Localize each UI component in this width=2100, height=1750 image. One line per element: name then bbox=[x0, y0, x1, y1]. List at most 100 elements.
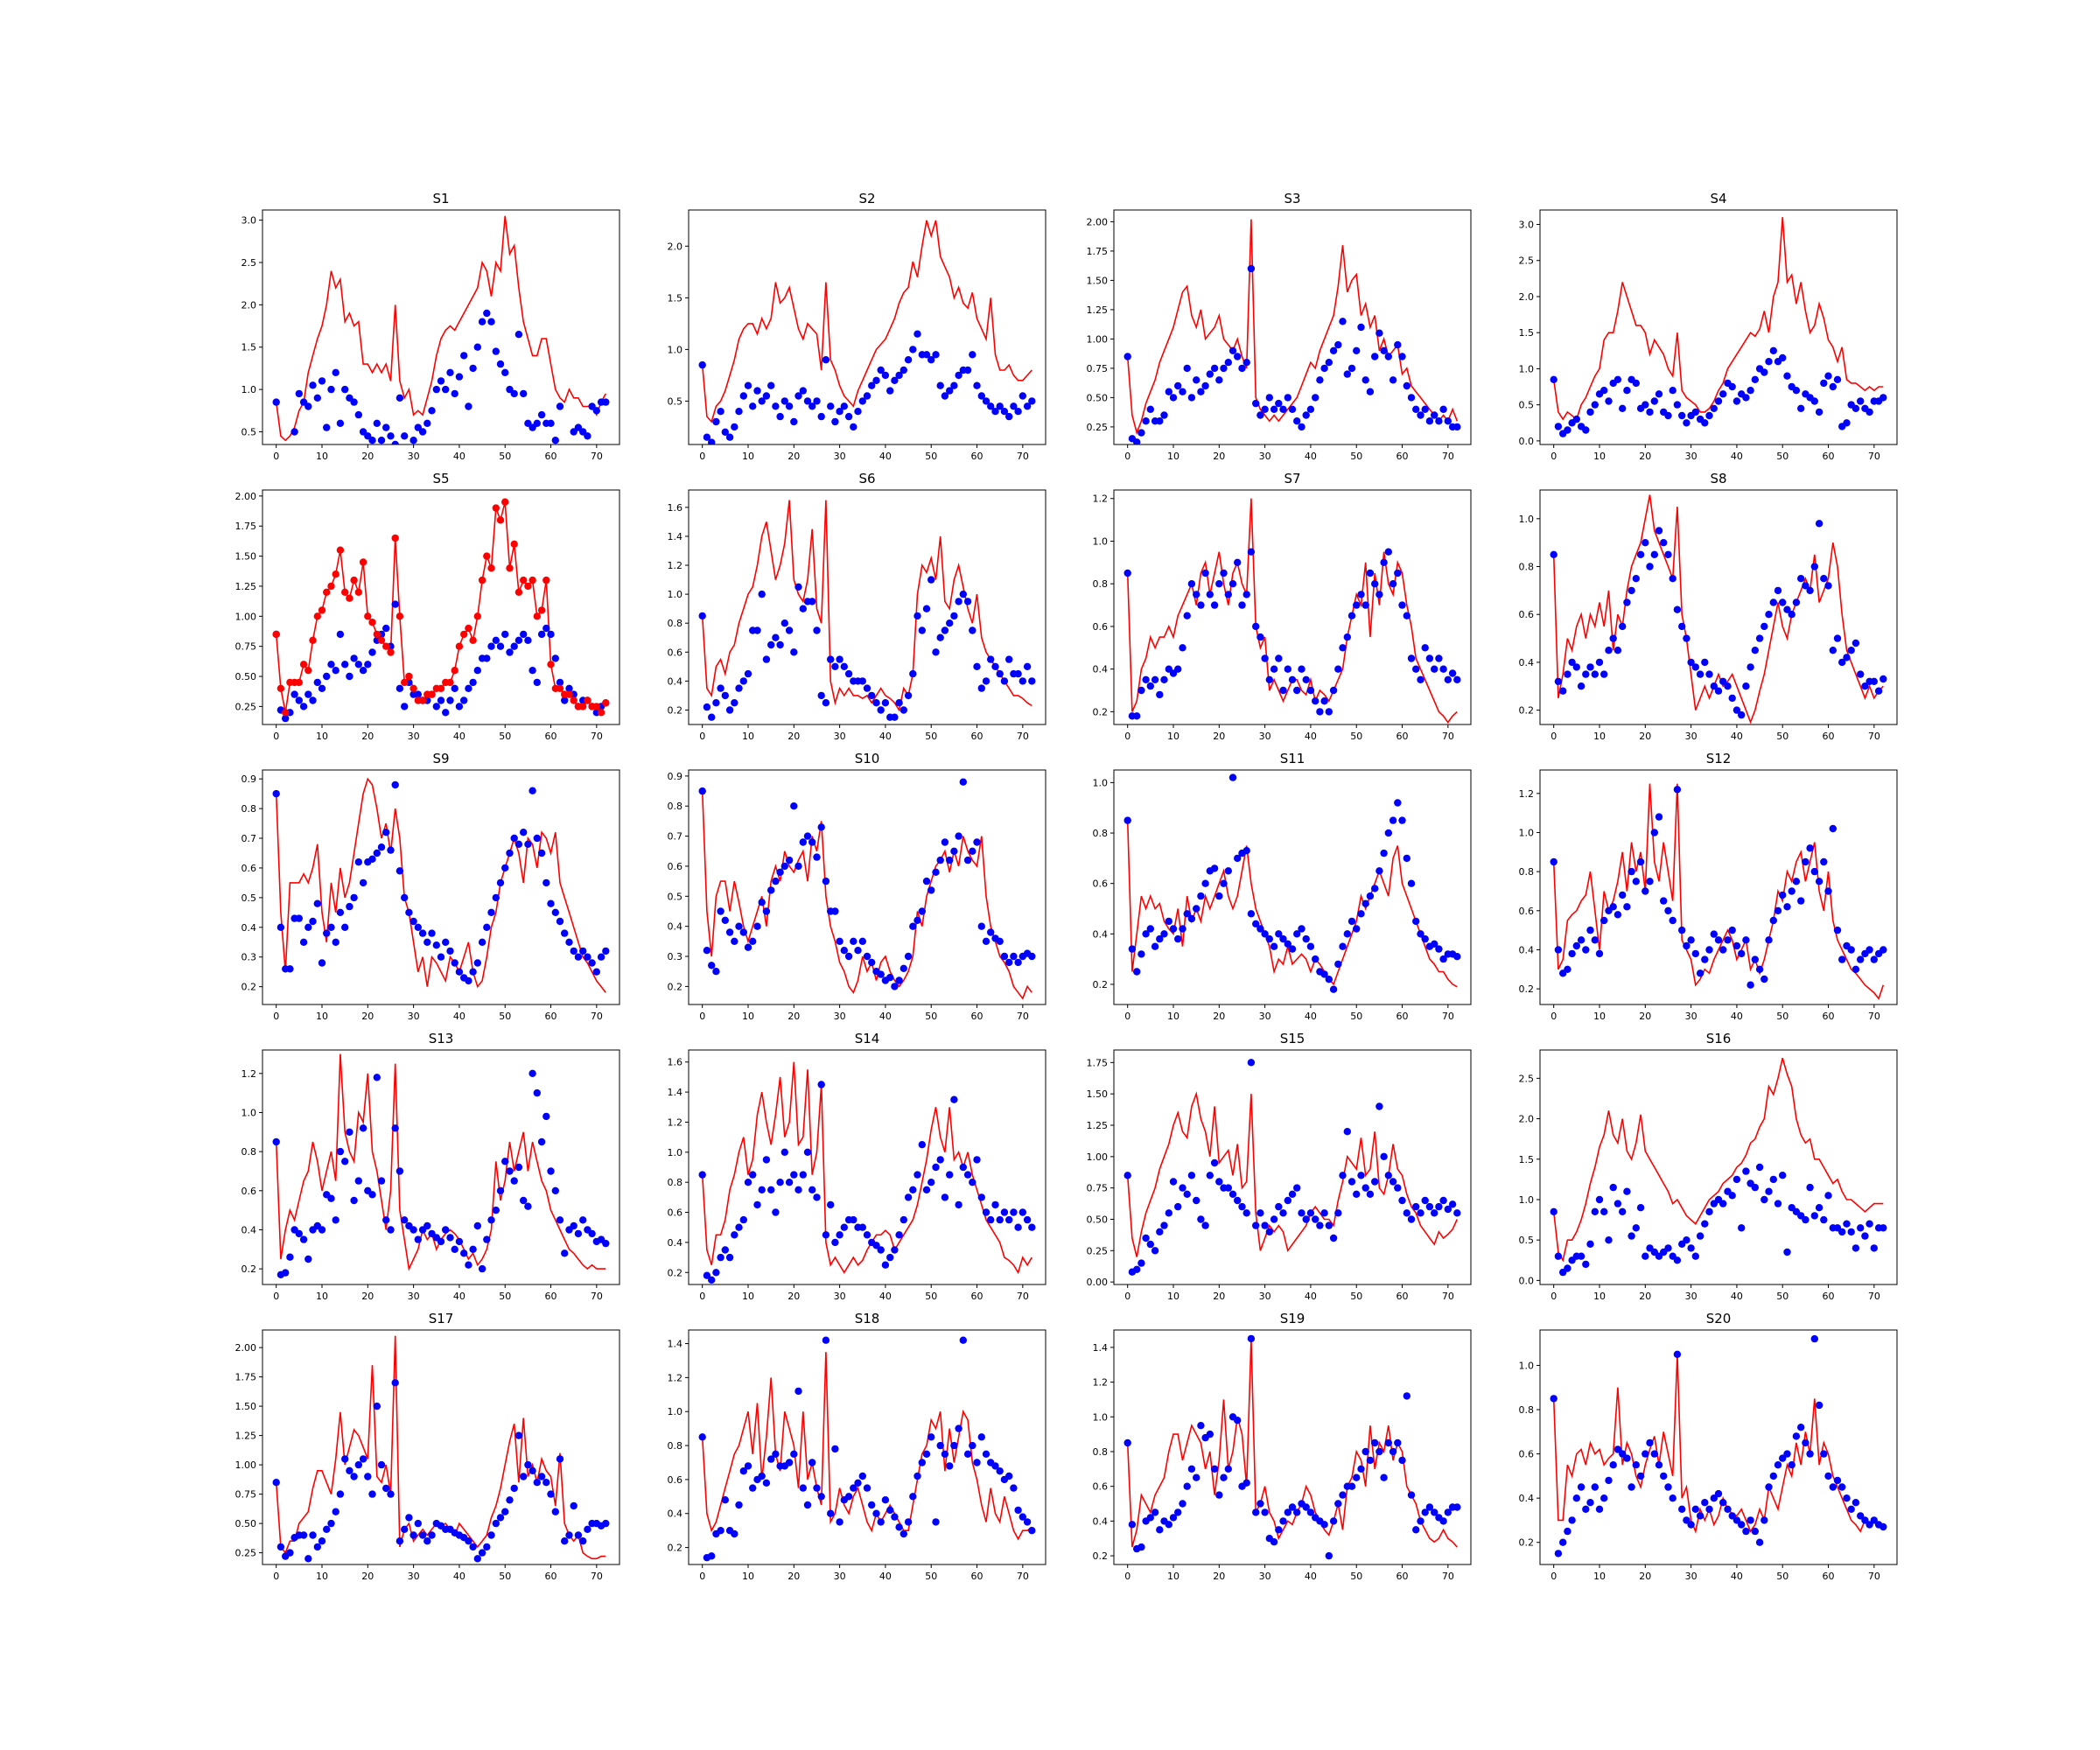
data-point bbox=[1642, 539, 1649, 547]
x-tick-label: 60 bbox=[971, 731, 984, 742]
data-point bbox=[309, 696, 317, 704]
data-point bbox=[368, 1191, 376, 1199]
data-point bbox=[391, 440, 399, 444]
data-point bbox=[391, 1124, 399, 1132]
data-point bbox=[1014, 958, 1022, 967]
data-point bbox=[698, 787, 706, 795]
series-line bbox=[1552, 1354, 1884, 1534]
data-point bbox=[1755, 1163, 1764, 1172]
data-point bbox=[350, 1473, 358, 1480]
data-point bbox=[918, 907, 926, 915]
x-tick-label: 40 bbox=[453, 1291, 466, 1302]
data-point bbox=[1582, 1505, 1590, 1513]
y-tick-label: 0.6 bbox=[668, 1208, 683, 1219]
subplot-title: S1 bbox=[432, 191, 449, 206]
data-point bbox=[510, 1484, 518, 1493]
x-tick-label: 30 bbox=[1685, 1011, 1698, 1022]
x-tick-label: 50 bbox=[925, 1291, 937, 1302]
data-point bbox=[1142, 930, 1150, 938]
data-point bbox=[1010, 402, 1018, 410]
y-tick-label: 1.2 bbox=[668, 1116, 683, 1128]
data-point bbox=[1619, 404, 1627, 412]
data-point bbox=[1866, 1521, 1873, 1529]
data-point bbox=[510, 389, 518, 398]
data-point bbox=[1334, 1500, 1342, 1508]
data-point bbox=[813, 626, 821, 634]
y-tick-label: 0.6 bbox=[242, 863, 257, 874]
data-point bbox=[1724, 936, 1732, 944]
x-tick-label: 0 bbox=[1124, 1011, 1130, 1022]
y-tick-label: 1.0 bbox=[1519, 1194, 1535, 1206]
data-point bbox=[918, 1141, 926, 1149]
data-point bbox=[1632, 575, 1640, 583]
data-point bbox=[1642, 401, 1649, 409]
data-point bbox=[1636, 858, 1645, 866]
x-tick-label: 40 bbox=[1731, 1571, 1743, 1582]
data-point bbox=[1247, 264, 1256, 273]
data-point bbox=[749, 402, 757, 410]
data-point bbox=[1636, 1472, 1645, 1480]
x-tick-label: 20 bbox=[788, 451, 800, 462]
data-point bbox=[1357, 323, 1365, 332]
data-point bbox=[1444, 1205, 1452, 1214]
data-point bbox=[1325, 976, 1333, 984]
data-point bbox=[469, 968, 477, 976]
plot-frame bbox=[1539, 209, 1898, 445]
data-point bbox=[1187, 1172, 1196, 1180]
data-point bbox=[1403, 1209, 1410, 1217]
data-point bbox=[909, 922, 917, 930]
data-point bbox=[364, 661, 372, 668]
x-tick-label: 10 bbox=[316, 1011, 328, 1022]
data-point bbox=[1623, 598, 1631, 606]
x-tick-label: 20 bbox=[1213, 451, 1225, 462]
data-point-alt bbox=[455, 642, 464, 650]
data-point bbox=[1353, 1474, 1361, 1481]
data-point bbox=[1000, 677, 1009, 685]
data-point bbox=[1425, 1503, 1434, 1511]
data-point bbox=[891, 1513, 899, 1521]
data-point bbox=[1710, 404, 1718, 412]
data-point bbox=[1820, 379, 1828, 388]
data-point bbox=[1824, 1192, 1832, 1200]
data-point bbox=[1843, 1220, 1851, 1228]
data-point bbox=[1371, 1438, 1379, 1447]
data-point bbox=[524, 636, 532, 644]
data-point bbox=[1783, 372, 1791, 380]
data-point bbox=[1866, 408, 1873, 416]
data-point bbox=[1366, 388, 1375, 396]
data-point bbox=[991, 1462, 999, 1470]
data-point bbox=[946, 856, 954, 864]
data-point bbox=[1288, 945, 1297, 953]
data-point bbox=[428, 407, 436, 415]
data-point bbox=[836, 655, 844, 663]
data-point bbox=[1829, 824, 1837, 833]
data-point bbox=[318, 959, 326, 967]
data-point bbox=[1384, 1172, 1392, 1180]
data-layer bbox=[272, 777, 610, 993]
data-point bbox=[1206, 591, 1214, 598]
data-point-alt bbox=[391, 534, 399, 542]
data-point bbox=[354, 410, 362, 419]
data-point bbox=[354, 858, 362, 866]
data-point bbox=[1852, 965, 1860, 973]
data-point bbox=[414, 1519, 422, 1528]
data-layer bbox=[1550, 1057, 1887, 1277]
data-point bbox=[377, 1460, 386, 1469]
data-point bbox=[442, 385, 450, 394]
data-point bbox=[1142, 417, 1150, 425]
y-tick-label: 0.25 bbox=[235, 1548, 257, 1559]
x-tick-label: 50 bbox=[499, 731, 511, 742]
data-point bbox=[1746, 663, 1754, 671]
data-point bbox=[492, 636, 500, 644]
data-point bbox=[1705, 946, 1713, 954]
series-line bbox=[701, 500, 1032, 712]
data-point bbox=[1334, 1209, 1342, 1217]
data-point bbox=[1444, 417, 1452, 425]
data-point bbox=[758, 590, 766, 598]
x-tick-label: 10 bbox=[1167, 1571, 1180, 1582]
data-point bbox=[721, 428, 729, 436]
x-tick-label: 40 bbox=[1305, 451, 1317, 462]
y-tick-label: 1.5 bbox=[1519, 1154, 1535, 1166]
